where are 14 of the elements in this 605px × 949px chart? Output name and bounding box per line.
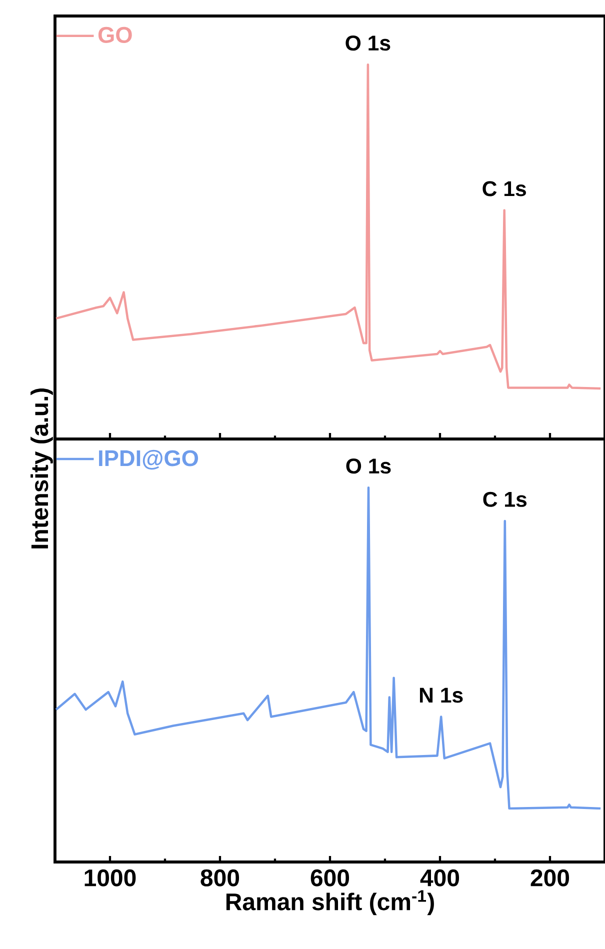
annotation: O 1s [346, 36, 390, 51]
x-tick-label: 400 [420, 869, 460, 886]
x-tick-label: 600 [310, 869, 350, 886]
x-tick-label: 1000 [84, 869, 136, 886]
x-tick-label: 200 [530, 869, 570, 886]
legend-label: GO [98, 26, 132, 43]
annotation: N 1s [420, 688, 463, 703]
x-axis-title: Raman shift (cm$^{-1}$) [226, 890, 434, 916]
annotation: C 1s [482, 181, 526, 196]
x-tick-label: 800 [200, 869, 240, 886]
y-axis-title: Intensity (a.u.) [30, 388, 53, 548]
legend-label: IPDI@GO [99, 450, 198, 470]
annotation: C 1s [483, 492, 527, 507]
annotation: O 1s [346, 458, 391, 474]
